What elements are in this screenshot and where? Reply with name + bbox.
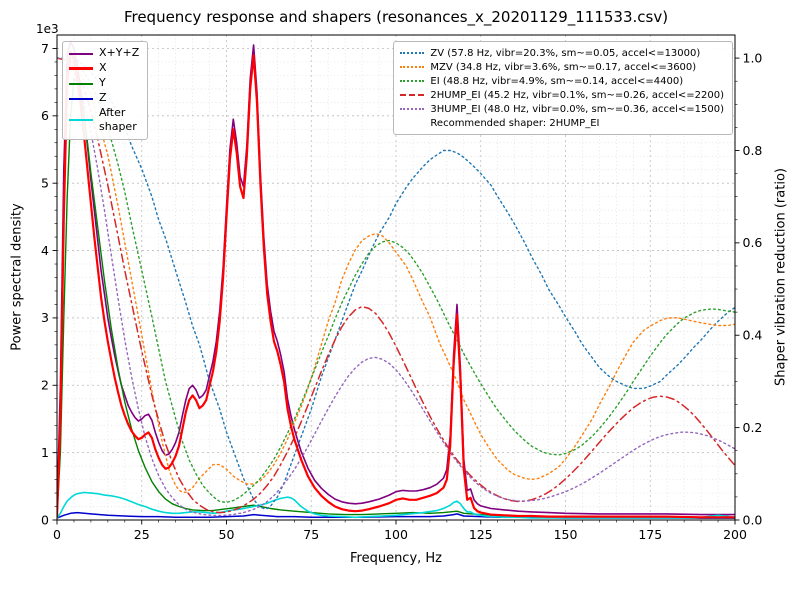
svg-text:50: 50 bbox=[219, 527, 235, 542]
series-zv bbox=[57, 57, 735, 510]
svg-text:0.8: 0.8 bbox=[743, 143, 763, 158]
svg-text:0.6: 0.6 bbox=[743, 235, 763, 250]
svg-text:125: 125 bbox=[469, 527, 493, 542]
legend-line-sample bbox=[400, 108, 425, 110]
legend-line-sample bbox=[400, 94, 425, 96]
series-x bbox=[57, 50, 735, 519]
legend-label: EI (48.8 Hz, vibr=4.9%, sm~=0.14, accel<… bbox=[430, 75, 684, 87]
legend-label: Z bbox=[99, 91, 107, 105]
legend-item-x-y-z: X+Y+Z bbox=[69, 46, 139, 61]
legend-line-sample bbox=[400, 52, 425, 54]
y-axis-left-label: Power spectral density bbox=[9, 203, 25, 351]
x-axis-label: Frequency, Hz bbox=[349, 551, 443, 566]
legend-item-z: Z bbox=[69, 91, 139, 106]
svg-text:1: 1 bbox=[41, 445, 49, 460]
series-layer bbox=[57, 40, 735, 519]
svg-text:0.4: 0.4 bbox=[743, 328, 763, 343]
svg-text:175: 175 bbox=[638, 527, 662, 542]
svg-text:1.0: 1.0 bbox=[743, 50, 763, 65]
y-axis-right-label: Shaper vibration reduction (ratio) bbox=[773, 168, 789, 386]
legend-item-ei: EI (48.8 Hz, vibr=4.9%, sm~=0.14, accel<… bbox=[400, 74, 724, 88]
legend-label: 3HUMP_EI (48.0 Hz, vibr=0.0%, sm~=0.36, … bbox=[430, 103, 724, 115]
svg-text:0.0: 0.0 bbox=[743, 512, 763, 527]
svg-text:75: 75 bbox=[303, 527, 319, 542]
svg-text:0.2: 0.2 bbox=[743, 420, 763, 435]
legend-item-2hump-ei: 2HUMP_EI (45.2 Hz, vibr=0.1%, sm~=0.26, … bbox=[400, 88, 724, 102]
legend-item-recommended-shaper: Recommended shaper: 2HUMP_EI bbox=[400, 116, 724, 130]
series-mzv bbox=[57, 57, 735, 493]
legend-line-sample bbox=[69, 97, 93, 100]
legend-item-y: Y bbox=[69, 76, 139, 91]
legend-line-sample bbox=[69, 82, 93, 85]
svg-text:150: 150 bbox=[554, 527, 578, 542]
svg-text:6: 6 bbox=[41, 108, 49, 123]
svg-text:25: 25 bbox=[134, 527, 150, 542]
legend-label: 2HUMP_EI (45.2 Hz, vibr=0.1%, sm~=0.26, … bbox=[430, 89, 724, 101]
svg-text:4: 4 bbox=[41, 243, 49, 258]
psd-legend: X+Y+Z X Y Z After shaper bbox=[62, 41, 149, 140]
legend-label: Recommended shaper: 2HUMP_EI bbox=[430, 117, 600, 129]
legend-label: X bbox=[99, 61, 107, 75]
legend-line-sample bbox=[69, 67, 93, 70]
axis-ticks bbox=[52, 48, 740, 525]
legend-line-sample bbox=[400, 80, 425, 82]
svg-text:200: 200 bbox=[723, 527, 747, 542]
legend-label: MZV (34.8 Hz, vibr=3.6%, sm~=0.17, accel… bbox=[430, 61, 697, 73]
chart-title: Frequency response and shapers (resonanc… bbox=[123, 8, 669, 26]
series-2hump-ei bbox=[57, 57, 735, 514]
series-3hump-ei bbox=[57, 57, 735, 517]
svg-text:0: 0 bbox=[53, 527, 61, 542]
legend-line-sample bbox=[69, 119, 93, 122]
legend-item-x: X bbox=[69, 61, 139, 76]
legend-item-3hump-ei: 3HUMP_EI (48.0 Hz, vibr=0.0%, sm~=0.36, … bbox=[400, 102, 724, 116]
svg-text:2: 2 bbox=[41, 378, 49, 393]
svg-text:7: 7 bbox=[41, 41, 49, 56]
legend-label: X+Y+Z bbox=[99, 46, 140, 60]
svg-text:0: 0 bbox=[41, 512, 49, 527]
series-after-shaper bbox=[57, 491, 735, 519]
svg-text:5: 5 bbox=[41, 175, 49, 190]
legend-line-sample bbox=[400, 66, 425, 68]
legend-item-after-shaper: After shaper bbox=[69, 106, 139, 135]
legend-item-zv: ZV (57.8 Hz, vibr=20.3%, sm~=0.05, accel… bbox=[400, 46, 724, 60]
svg-text:3: 3 bbox=[41, 310, 49, 325]
legend-label: Y bbox=[99, 76, 106, 90]
legend-line-sample bbox=[69, 52, 93, 55]
svg-text:100: 100 bbox=[384, 527, 408, 542]
tick-labels: 0 25 50 75 100 125 150 175 200 0 1 2 3 4 5 6 7 0.0 0.2 0.4 0… bbox=[41, 41, 762, 542]
legend-item-mzv: MZV (34.8 Hz, vibr=3.6%, sm~=0.17, accel… bbox=[400, 60, 724, 74]
legend-label: After shaper bbox=[99, 106, 137, 134]
y-axis-offset-text: 1e3 bbox=[36, 22, 59, 36]
shaper-legend: ZV (57.8 Hz, vibr=20.3%, sm~=0.05, accel… bbox=[393, 41, 733, 135]
legend-label: ZV (57.8 Hz, vibr=20.3%, sm~=0.05, accel… bbox=[430, 47, 701, 59]
